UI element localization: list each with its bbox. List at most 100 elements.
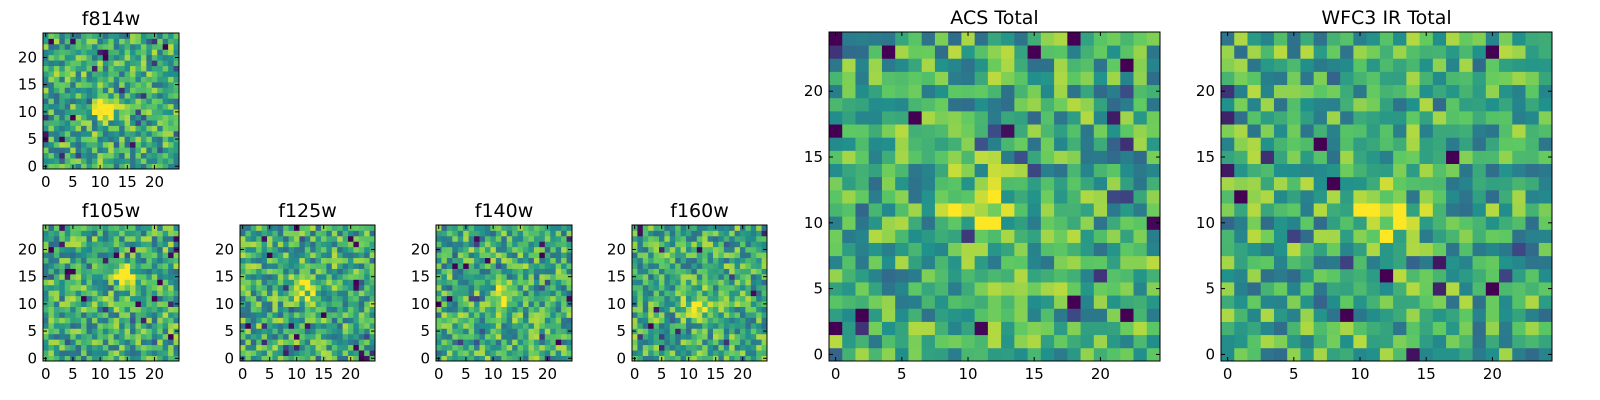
- heatmap-cell: [157, 76, 164, 83]
- heatmap-cell: [1485, 216, 1500, 230]
- heatmap-cell: [750, 241, 757, 248]
- heatmap-cell: [48, 279, 55, 286]
- heatmap-cell: [321, 241, 327, 248]
- heatmap-cell: [642, 350, 649, 356]
- heatmap-cell: [484, 235, 491, 242]
- heatmap-cell: [245, 312, 252, 318]
- heatmap-cell: [561, 235, 567, 242]
- heatmap-cell: [81, 328, 87, 335]
- heatmap-cell: [43, 252, 49, 259]
- heatmap-cell: [501, 312, 508, 318]
- heatmap-cell: [102, 306, 109, 313]
- heatmap-cell: [539, 257, 546, 264]
- heatmap-cell: [157, 114, 164, 121]
- heatmap-cell: [490, 263, 497, 269]
- heatmap-cell: [1459, 242, 1473, 257]
- heatmap-cell: [1512, 137, 1526, 151]
- heatmap-cell: [1093, 137, 1108, 151]
- heatmap-cell: [70, 60, 77, 67]
- heatmap-cell: [686, 350, 692, 356]
- heatmap-cell: [299, 225, 306, 231]
- heatmap-cell: [288, 263, 295, 269]
- heatmap-cell: [261, 257, 268, 264]
- heatmap-cell: [1014, 295, 1028, 309]
- heatmap-cell: [240, 322, 246, 329]
- heatmap-cell: [664, 263, 671, 269]
- heatmap-cell: [974, 58, 989, 72]
- heatmap-cell: [157, 65, 164, 72]
- heatmap-cell: [1459, 163, 1473, 178]
- heatmap-cell: [299, 312, 306, 318]
- heatmap-cell: [544, 273, 551, 280]
- heatmap-cell: [566, 241, 573, 248]
- heatmap-cell: [539, 225, 546, 231]
- heatmap-cell: [539, 350, 546, 356]
- heatmap-cell: [140, 273, 147, 280]
- heatmap-cell: [1080, 189, 1095, 204]
- heatmap-cell: [1406, 334, 1420, 349]
- heatmap-cell: [740, 290, 746, 297]
- heatmap-cell: [680, 252, 687, 259]
- heatmap-cell: [140, 290, 147, 297]
- heatmap-cell: [686, 306, 692, 313]
- heatmap-cell: [157, 120, 164, 126]
- heatmap-cell: [140, 312, 147, 318]
- x-tick-label: 0: [1223, 365, 1233, 383]
- heatmap-cell: [1273, 163, 1288, 178]
- heatmap-cell: [761, 235, 768, 242]
- heatmap-cell: [364, 268, 370, 275]
- heatmap-cell: [146, 263, 153, 269]
- heatmap-cell: [1014, 58, 1028, 72]
- heatmap-cell: [256, 317, 262, 324]
- y-tick-label: 10: [18, 295, 37, 313]
- heatmap-cell: [358, 328, 365, 335]
- heatmap-cell: [1459, 189, 1473, 204]
- heatmap-cell: [1273, 176, 1288, 191]
- heatmap-cell: [895, 242, 909, 257]
- heatmap-cell: [86, 279, 93, 286]
- heatmap-cell: [948, 255, 962, 270]
- heatmap-cell: [1040, 268, 1055, 283]
- heatmap-cell: [140, 147, 147, 154]
- heatmap-cell: [441, 344, 448, 351]
- heatmap-cell: [315, 257, 322, 264]
- heatmap-cell: [146, 125, 153, 132]
- heatmap-cell: [168, 263, 174, 269]
- heatmap-cell: [740, 317, 746, 324]
- heatmap-cell: [119, 263, 125, 269]
- heatmap-cell: [718, 246, 725, 253]
- heatmap-cell: [97, 98, 104, 105]
- heatmap-cell: [369, 252, 376, 259]
- heatmap-cell: [162, 163, 169, 170]
- heatmap-cell: [337, 290, 343, 297]
- heatmap-cell: [561, 257, 567, 264]
- heatmap-cell: [517, 257, 524, 264]
- heatmap-cell: [1485, 321, 1500, 336]
- heatmap-cell: [675, 252, 681, 259]
- x-tick-label: 15: [706, 365, 725, 383]
- heatmap-cell: [734, 279, 741, 286]
- heatmap-cell: [364, 317, 370, 324]
- heatmap-cell: [479, 333, 486, 340]
- heatmap-cell: [75, 279, 82, 286]
- heatmap-cell: [294, 301, 300, 307]
- heatmap-cell: [637, 252, 644, 259]
- heatmap-cell: [881, 97, 896, 112]
- heatmap-cell: [59, 71, 66, 77]
- heatmap-cell: [157, 87, 164, 94]
- heatmap-cell: [1499, 176, 1513, 191]
- heatmap-cell: [157, 328, 164, 335]
- heatmap-cell: [664, 225, 671, 231]
- heatmap-cell: [696, 317, 703, 324]
- heatmap-cell: [59, 241, 66, 248]
- heatmap-cell: [1459, 45, 1473, 59]
- heatmap-cell: [1366, 84, 1381, 99]
- heatmap-cell: [250, 279, 257, 286]
- heatmap-cell: [91, 103, 98, 110]
- heatmap-cell: [474, 317, 480, 324]
- heatmap-cell: [544, 339, 551, 346]
- heatmap-cell: [75, 290, 82, 297]
- heatmap-cell: [829, 58, 843, 72]
- heatmap-cell: [353, 301, 360, 307]
- heatmap-cell: [457, 350, 464, 356]
